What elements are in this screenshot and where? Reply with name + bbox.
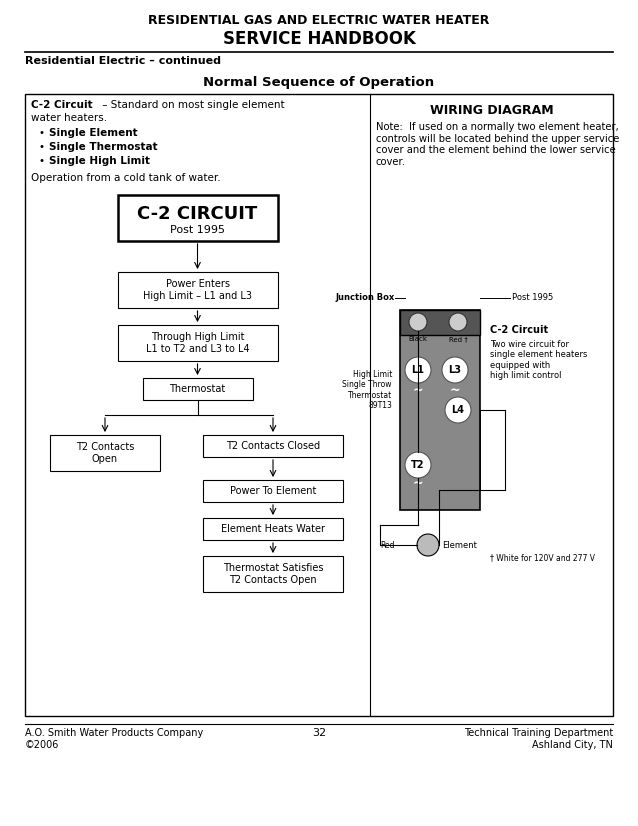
Text: T2 Contacts Closed: T2 Contacts Closed	[226, 441, 320, 451]
Circle shape	[409, 313, 427, 331]
Text: A.O. Smith Water Products Company
©2006: A.O. Smith Water Products Company ©2006	[25, 728, 204, 750]
Text: Residential Electric – continued: Residential Electric – continued	[25, 56, 221, 66]
Text: RESIDENTIAL GAS AND ELECTRIC WATER HEATER: RESIDENTIAL GAS AND ELECTRIC WATER HEATE…	[148, 14, 490, 27]
Text: Element Heats Water: Element Heats Water	[221, 524, 325, 534]
Text: •: •	[39, 142, 45, 152]
Text: T2 Contacts
Open: T2 Contacts Open	[76, 442, 134, 464]
Text: Element: Element	[442, 540, 477, 549]
Text: Thermostat Satisfies
T2 Contacts Open: Thermostat Satisfies T2 Contacts Open	[223, 563, 323, 585]
Text: Post 1995: Post 1995	[170, 225, 225, 235]
Text: – Standard on most single element: – Standard on most single element	[99, 100, 285, 110]
Circle shape	[405, 357, 431, 383]
Text: •: •	[39, 156, 45, 166]
Text: Black: Black	[485, 450, 506, 459]
Text: C-2 Circuit: C-2 Circuit	[31, 100, 93, 110]
Text: ~: ~	[450, 383, 460, 396]
Bar	[400, 310, 480, 510]
Bar	[117, 325, 278, 361]
Text: L1: L1	[412, 365, 424, 375]
Bar	[117, 272, 278, 308]
Text: Through High Limit
L1 to T2 and L3 to L4: Through High Limit L1 to T2 and L3 to L4	[145, 332, 249, 354]
Bar	[203, 480, 343, 502]
Text: High Limit
Single Throw
Thermostat
89T13: High Limit Single Throw Thermostat 89T13	[343, 370, 392, 410]
Bar	[203, 435, 343, 457]
Text: T2: T2	[412, 460, 425, 470]
Text: ~: ~	[413, 477, 423, 490]
Text: Red: Red	[380, 540, 395, 549]
Text: 32: 32	[312, 728, 326, 738]
Text: Junction Box: Junction Box	[336, 293, 395, 302]
Text: Power Enters
High Limit – L1 and L3: Power Enters High Limit – L1 and L3	[143, 279, 252, 301]
Text: C-2 CIRCUIT: C-2 CIRCUIT	[137, 205, 258, 223]
Text: L4: L4	[452, 405, 464, 415]
Text: •: •	[39, 128, 45, 138]
Bar	[117, 195, 278, 241]
Text: Single Thermostat: Single Thermostat	[49, 142, 158, 152]
Text: Single Element: Single Element	[49, 128, 138, 138]
Text: Two wire circuit for
single element heaters
equipped with
high limit control: Two wire circuit for single element heat…	[490, 340, 588, 380]
Text: Red †: Red †	[449, 336, 468, 342]
Circle shape	[445, 397, 471, 423]
Text: SERVICE HANDBOOK: SERVICE HANDBOOK	[223, 30, 415, 48]
Text: Power To Element: Power To Element	[230, 486, 316, 496]
Bar	[50, 435, 160, 471]
Bar	[480, 410, 505, 490]
Circle shape	[417, 534, 439, 556]
Bar	[25, 94, 613, 716]
Text: Operation from a cold tank of water.: Operation from a cold tank of water.	[31, 173, 221, 183]
Text: WIRING DIAGRAM: WIRING DIAGRAM	[429, 104, 553, 117]
Text: Technical Training Department
Ashland City, TN: Technical Training Department Ashland Ci…	[464, 728, 613, 750]
Bar	[142, 378, 253, 400]
Circle shape	[405, 452, 431, 478]
Text: † White for 120V and 277 V: † White for 120V and 277 V	[490, 553, 595, 562]
Text: Normal Sequence of Operation: Normal Sequence of Operation	[204, 76, 434, 89]
Bar	[203, 518, 343, 540]
Text: Thermostat: Thermostat	[169, 384, 226, 394]
Text: water heaters.: water heaters.	[31, 113, 107, 123]
Text: ~: ~	[413, 383, 423, 396]
Text: Black: Black	[408, 336, 427, 342]
Text: C-2 Circuit: C-2 Circuit	[490, 325, 548, 335]
Text: Single High Limit: Single High Limit	[49, 156, 150, 166]
Text: Note:  If used on a normally two element heater,
controls will be located behind: Note: If used on a normally two element …	[376, 122, 619, 167]
Bar	[203, 556, 343, 592]
Circle shape	[442, 357, 468, 383]
Circle shape	[449, 313, 467, 331]
Text: L3: L3	[449, 365, 461, 375]
Bar	[400, 310, 480, 335]
Text: Post 1995: Post 1995	[512, 293, 553, 302]
